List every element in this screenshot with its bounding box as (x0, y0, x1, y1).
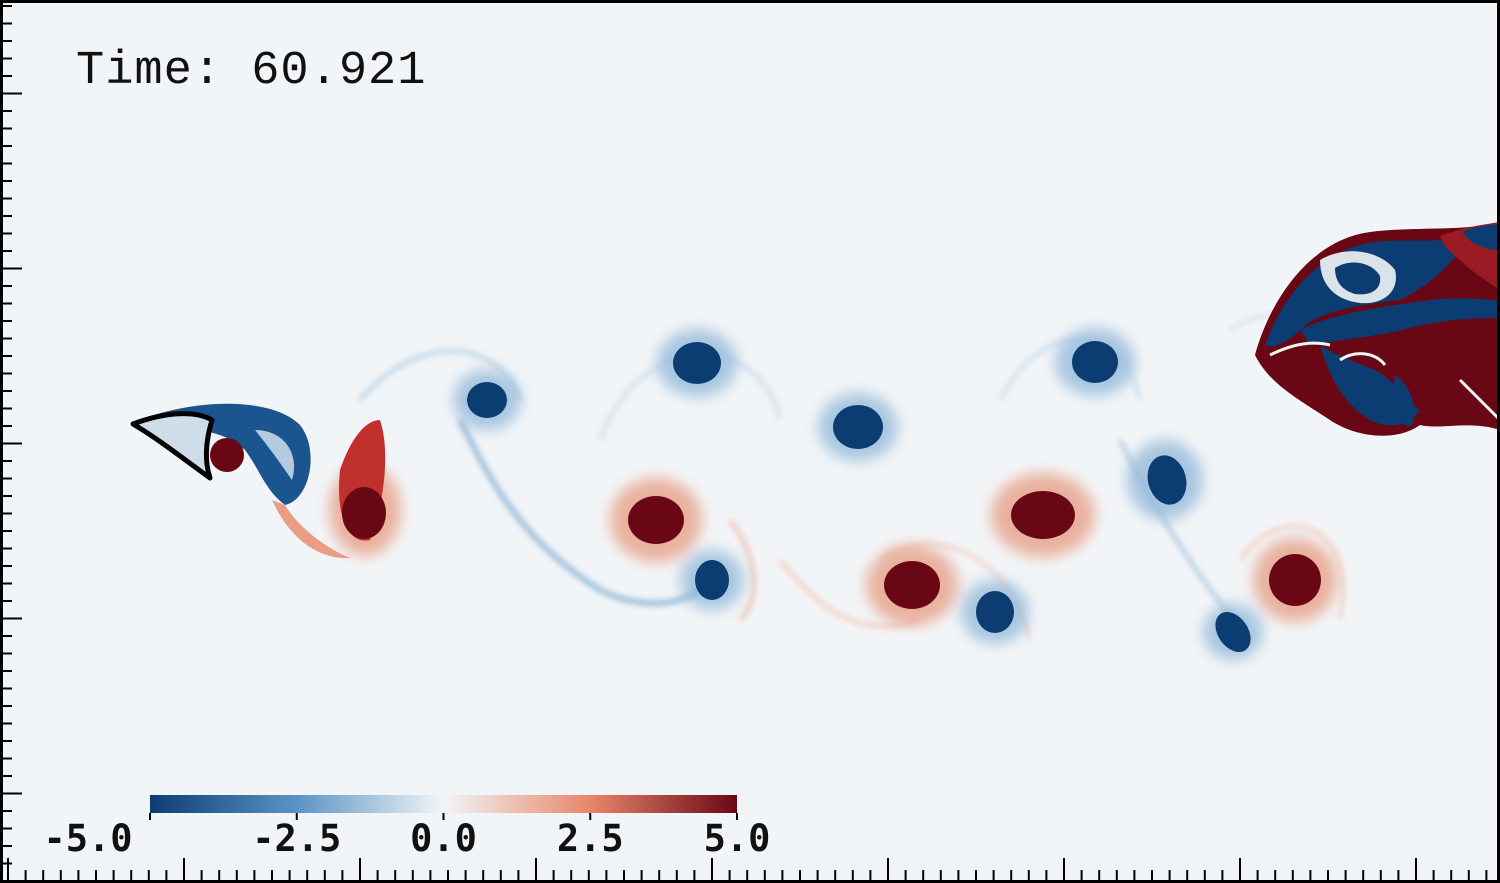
colorbar-tick-label: -5.0 (43, 817, 133, 860)
body-outline (130, 411, 215, 481)
colorbar (149, 795, 738, 820)
colorbar-tick-label: -2.5 (252, 817, 342, 860)
positive-vortex-cores (210, 438, 1321, 609)
colorbar-gradient (150, 795, 737, 813)
left-axis-ticks (0, 5, 22, 865)
turbulent-region (1255, 222, 1500, 436)
colorbar-tick-label: 2.5 (556, 817, 624, 860)
time-readout: Time: 60.921 (76, 45, 427, 98)
colorbar-tick-label: 0.0 (410, 817, 477, 860)
negative-vortex-cores (467, 341, 1251, 652)
bottom-axis-ticks (7, 858, 1488, 883)
colorbar-tick-label: 5.0 (703, 817, 771, 860)
colorbar-ticks (149, 813, 738, 820)
